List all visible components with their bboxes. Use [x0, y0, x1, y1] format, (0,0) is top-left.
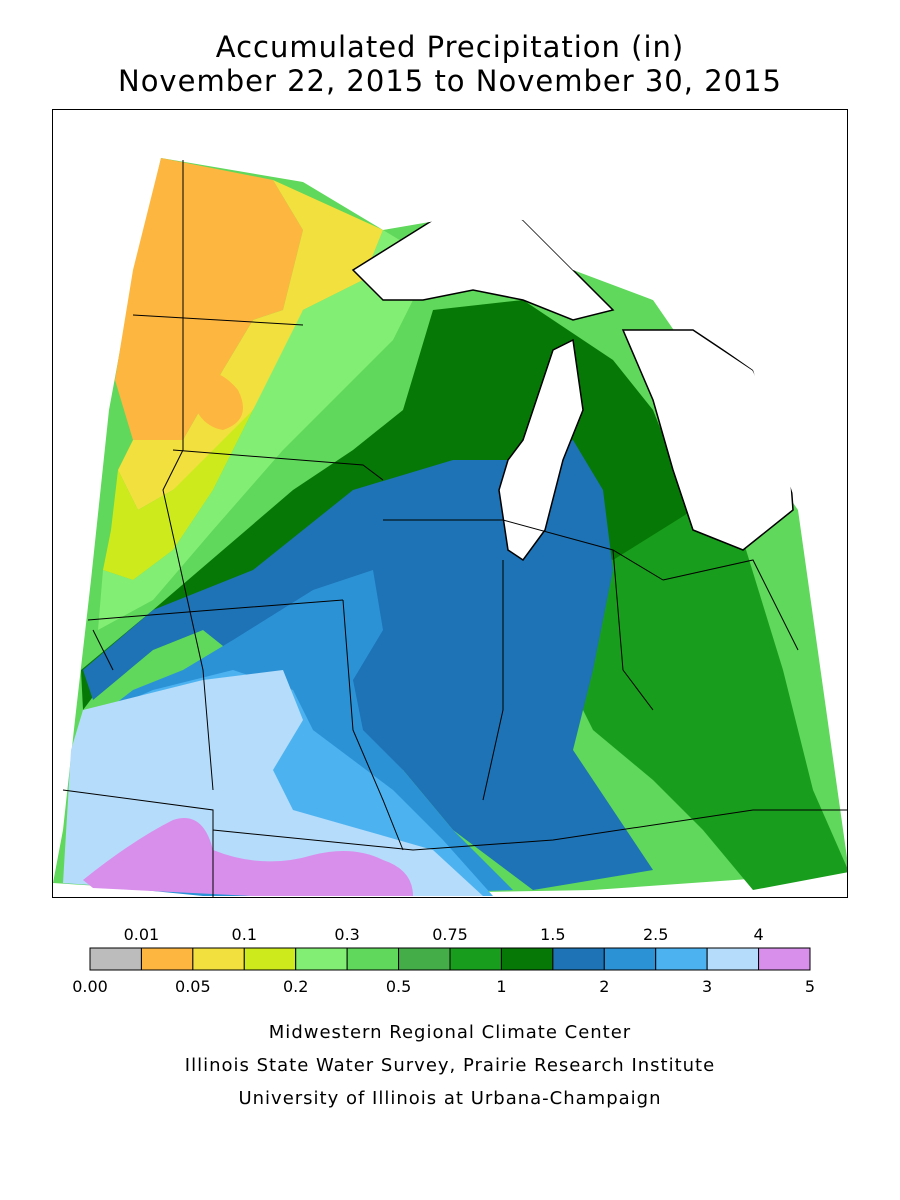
- legend-swatch: [89, 947, 142, 971]
- legend-top-label: 0.75: [432, 925, 468, 944]
- precipitation-map: [52, 109, 848, 898]
- legend-bottom-label: 0.2: [283, 977, 308, 996]
- legend-swatch: [500, 947, 554, 971]
- legend-swatch: [706, 947, 760, 971]
- legend-swatch: [140, 947, 194, 971]
- legend-bottom-label: 5: [805, 977, 815, 996]
- legend-top-label: 0.3: [334, 925, 359, 944]
- legend-swatch: [243, 947, 297, 971]
- dry-region-orange: [115, 158, 303, 440]
- precipitation-map-canvas: [53, 110, 847, 897]
- light-green-band: [98, 230, 433, 630]
- credit-line-2: Illinois State Water Survey, Prairie Res…: [184, 1055, 716, 1076]
- dry-pocket-orange: [188, 372, 243, 430]
- yellow-green-band: [103, 410, 253, 580]
- legend-bottom-label: 0.5: [386, 977, 411, 996]
- legend-swatch: [552, 947, 605, 971]
- legend-swatch: [346, 947, 400, 971]
- legend-swatch: [449, 947, 502, 971]
- credit-line-1: Midwestern Regional Climate Center: [268, 1022, 632, 1043]
- legend-swatch: [192, 947, 245, 971]
- legend-top-label: 0.1: [232, 925, 257, 944]
- legend-color-bar: [89, 947, 811, 971]
- color-legend: 0.01 0.1 0.3 0.75 1.5 2.5 4 0.00 0.05 0.2 0.5 1 2 3 5: [72, 925, 815, 996]
- legend-top-label: 1.5: [540, 925, 565, 944]
- legend-top-labels: 0.01 0.1 0.3 0.75 1.5 2.5 4: [124, 925, 764, 944]
- legend-bottom-labels: 0.00 0.05 0.2 0.5 1 2 3 5: [72, 977, 815, 996]
- legend-top-label: 2.5: [643, 925, 668, 944]
- legend-bottom-label: 0.00: [72, 977, 108, 996]
- legend-bottom-label: 3: [702, 977, 712, 996]
- legend-top-label: 4: [753, 925, 763, 944]
- credit-line-3: University of Illinois at Urbana-Champai…: [238, 1088, 662, 1109]
- legend-swatch: [655, 947, 708, 971]
- legend-bottom-label: 0.05: [175, 977, 211, 996]
- legend-bottom-label: 1: [496, 977, 506, 996]
- legend-swatch: [398, 947, 451, 971]
- map-date-range: November 22, 2015 to November 30, 2015: [118, 64, 782, 98]
- map-title: Accumulated Precipitation (in): [215, 30, 685, 64]
- legend-swatch: [295, 947, 348, 971]
- state-boundaries: [62, 160, 847, 897]
- lake-huron: [621, 329, 794, 551]
- legend-top-label: 0.01: [124, 925, 160, 944]
- dry-region-yellow: [118, 180, 383, 510]
- heaviest-rain-purple: [83, 818, 413, 896]
- lake-michigan: [498, 338, 584, 562]
- legend-swatch: [758, 947, 811, 971]
- legend-bottom-label: 2: [599, 977, 609, 996]
- legend-swatch: [603, 947, 657, 971]
- canada-unshaded: [253, 110, 847, 510]
